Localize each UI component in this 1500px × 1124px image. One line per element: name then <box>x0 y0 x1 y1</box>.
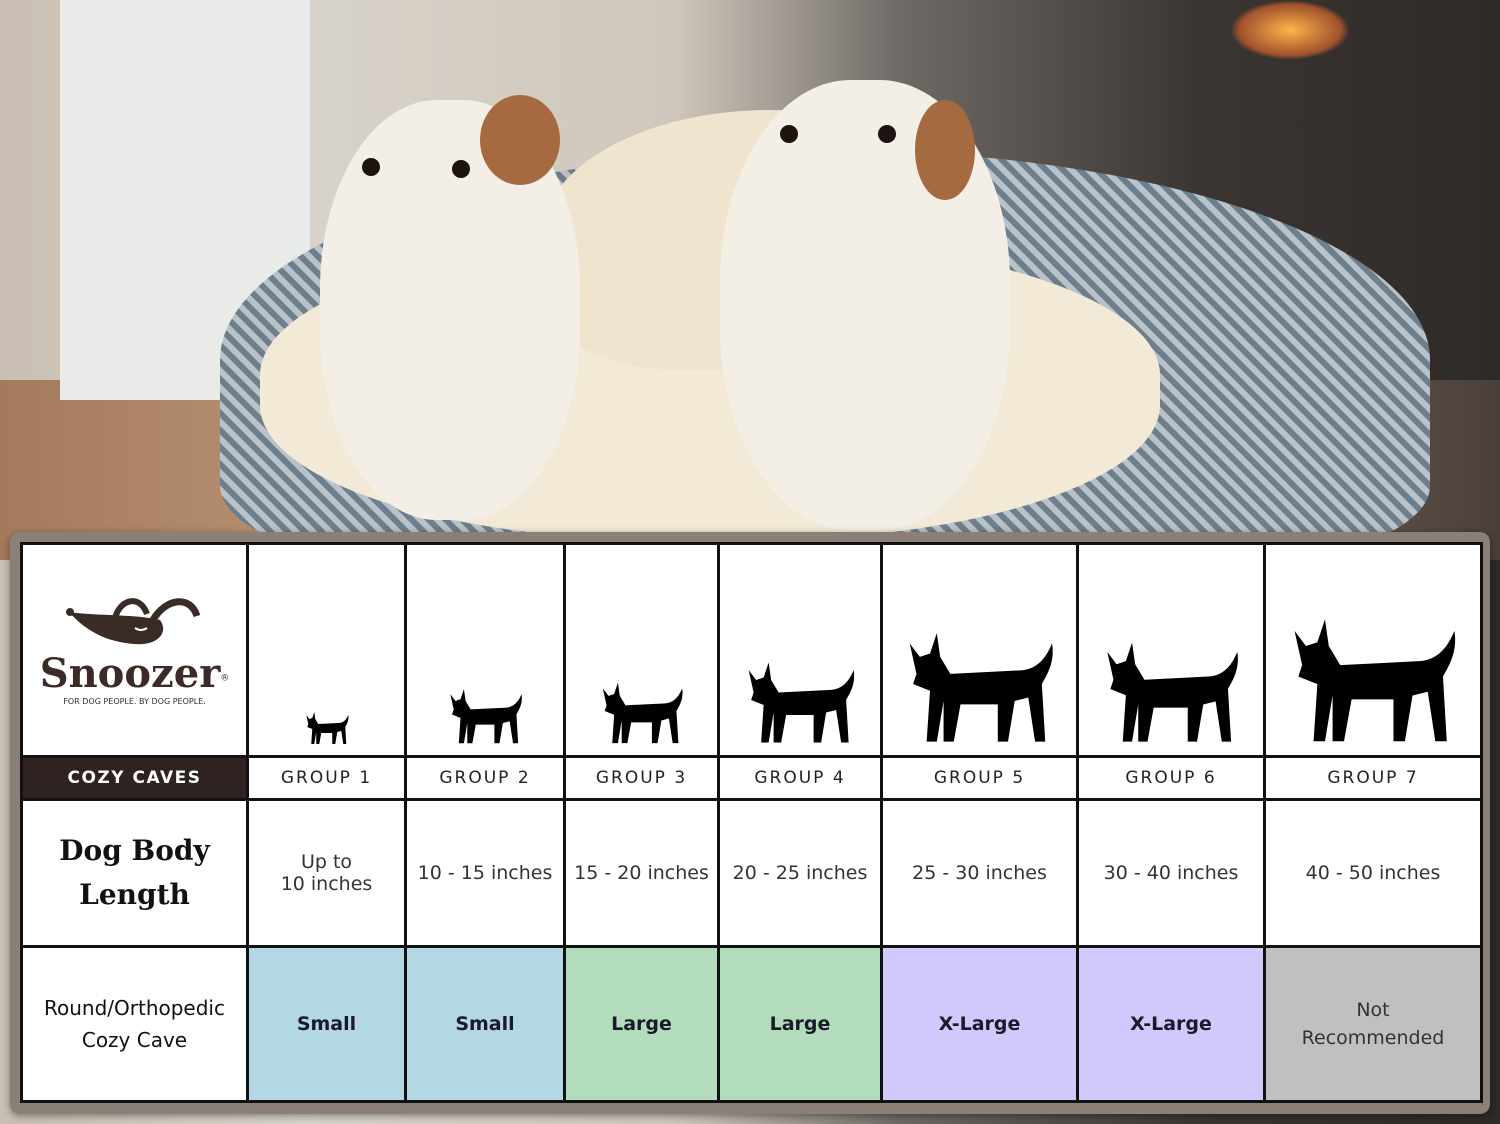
group-header: GROUP 5 <box>880 755 1079 801</box>
chihuahua-silhouette-icon <box>305 712 348 744</box>
size-chart: Snoozer® FOR DOG PEOPLE. BY DOG PEOPLE. … <box>20 542 1483 1103</box>
dog-icon-cell <box>1263 542 1483 758</box>
dog-icon-cell <box>246 542 407 758</box>
boston-terrier-silhouette-icon <box>602 682 683 744</box>
brand-name: Snoozer <box>39 650 221 697</box>
group-header: GROUP 1 <box>246 755 407 801</box>
body-length-cell: 15 - 20 inches <box>563 798 720 948</box>
group-header: GROUP 6 <box>1076 755 1266 801</box>
bed-size-cell: Small <box>246 945 407 1103</box>
logo-cell: Snoozer® FOR DOG PEOPLE. BY DOG PEOPLE. <box>20 542 249 758</box>
dog-icon-cell <box>404 542 566 758</box>
bed-size-cell: X-Large <box>880 945 1079 1103</box>
dog-icon-cell <box>1076 542 1266 758</box>
shiba-silhouette-icon <box>748 662 854 743</box>
group-header: GROUP 3 <box>563 755 720 801</box>
cozy-cave-size-label: Round/Orthopedic Cozy Cave <box>20 945 249 1103</box>
bed-size-cell: Large <box>717 945 883 1103</box>
bed-size-cell: Small <box>404 945 566 1103</box>
snoozer-logo: Snoozer® FOR DOG PEOPLE. BY DOG PEOPLE. <box>23 545 246 755</box>
body-length-cell: 20 - 25 inches <box>717 798 883 948</box>
dog-icon-cell <box>717 542 883 758</box>
registered-mark: ® <box>220 673 230 684</box>
group-header: GROUP 7 <box>1263 755 1483 801</box>
body-length-cell: 10 - 15 inches <box>404 798 566 948</box>
body-length-cell: 30 - 40 inches <box>1076 798 1266 948</box>
dog-body-length-label: Dog Body Length <box>20 798 249 948</box>
group-header: GROUP 4 <box>717 755 883 801</box>
dog-icon-cell <box>563 542 720 758</box>
great-dane-silhouette-icon <box>1294 619 1455 742</box>
body-length-cell: 25 - 30 inches <box>880 798 1079 948</box>
bed-size-cell: X-Large <box>1076 945 1266 1103</box>
pomeranian-silhouette-icon <box>449 689 522 744</box>
group-header: GROUP 2 <box>404 755 566 801</box>
golden-retriever-silhouette-icon <box>909 633 1053 742</box>
product-photo <box>0 0 1500 560</box>
bed-size-cell: Not Recommended <box>1263 945 1483 1103</box>
sleeping-dog-logo-icon <box>65 598 200 645</box>
product-header: COZY CAVES <box>20 755 249 801</box>
bed-size-cell: Large <box>563 945 720 1103</box>
body-length-cell: Up to 10 inches <box>246 798 407 948</box>
doberman-silhouette-icon <box>1106 642 1238 742</box>
dog-icon-cell <box>880 542 1079 758</box>
body-length-cell: 40 - 50 inches <box>1263 798 1483 948</box>
brand-tagline: FOR DOG PEOPLE. BY DOG PEOPLE. <box>63 697 206 706</box>
